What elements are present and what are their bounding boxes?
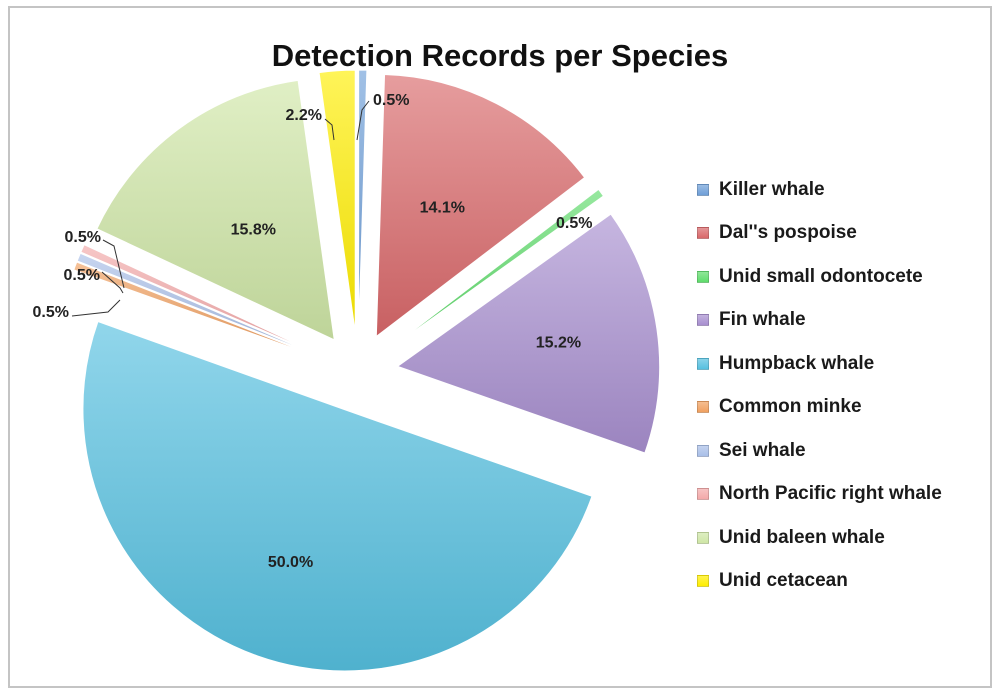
legend-swatch bbox=[697, 357, 709, 370]
pie-slice-sei-whale bbox=[76, 252, 322, 358]
legend-item-unid-baleen-whale: Unid baleen whale bbox=[697, 516, 942, 560]
legend-item-humpback-whale: Humpback whale bbox=[697, 342, 942, 386]
legend: Killer whale Dal''s pospoise Unid small od… bbox=[697, 168, 942, 603]
legend-label: Unid small odontocete bbox=[719, 265, 923, 287]
leader-line-north-pacific-right-whale bbox=[102, 239, 125, 289]
legend-item-north-pacific-right-whale: North Pacific right whale bbox=[697, 473, 942, 517]
chart-title: Detection Records per Species bbox=[271, 38, 729, 73]
legend-item-sei-whale: Sei whale bbox=[697, 429, 942, 473]
legend-label: Dal''s pospoise bbox=[719, 222, 857, 244]
data-label-fin-whale: 15.2% bbox=[536, 335, 581, 352]
pie-slice-killer-whale bbox=[358, 69, 368, 333]
legend-label: Common minke bbox=[719, 396, 862, 418]
data-label-unid-cetacean: 2.2% bbox=[286, 107, 322, 124]
legend-label: Fin whale bbox=[719, 309, 806, 331]
leader-line-unid-cetacean bbox=[324, 118, 335, 141]
data-label-dal-s-pospoise: 14.1% bbox=[420, 200, 465, 217]
legend-swatch bbox=[697, 575, 709, 588]
legend-swatch bbox=[697, 401, 709, 414]
data-label-north-pacific-right-whale: 0.5% bbox=[65, 229, 101, 246]
legend-swatch bbox=[697, 444, 709, 457]
legend-item-unid-small-odontocete: Unid small odontocete bbox=[697, 255, 942, 299]
legend-label: Humpback whale bbox=[719, 352, 875, 374]
data-label-common-minke: 0.5% bbox=[33, 304, 69, 321]
legend-label: Unid baleen whale bbox=[719, 526, 885, 548]
legend-swatch bbox=[697, 314, 709, 327]
pie-slice-unid-small-odontocete bbox=[389, 188, 605, 349]
data-label-humpback-whale: 50.0% bbox=[268, 554, 313, 571]
pie-slice-dal-s-pospoise bbox=[375, 74, 586, 338]
legend-item-dal-s-pospoise: Dal''s pospoise bbox=[697, 212, 942, 256]
legend-item-common-minke: Common minke bbox=[697, 386, 942, 430]
legend-item-killer-whale: Killer whale bbox=[697, 168, 942, 212]
legend-item-fin-whale: Fin whale bbox=[697, 299, 942, 343]
legend-swatch bbox=[697, 488, 709, 501]
data-label-unid-baleen-whale: 15.8% bbox=[231, 221, 276, 238]
leader-line-common-minke bbox=[71, 299, 121, 317]
legend-label: Unid cetacean bbox=[719, 570, 848, 592]
legend-label: Killer whale bbox=[719, 178, 825, 200]
legend-label: North Pacific right whale bbox=[719, 483, 942, 505]
legend-swatch bbox=[697, 531, 709, 544]
leader-line-killer-whale bbox=[356, 100, 370, 141]
pie-slice-fin-whale bbox=[396, 213, 661, 454]
legend-swatch bbox=[697, 183, 709, 196]
legend-swatch bbox=[697, 270, 709, 283]
data-label-unid-small-odontocete: 0.5% bbox=[556, 215, 592, 232]
pie-slice-unid-baleen-whale bbox=[96, 79, 335, 341]
legend-swatch bbox=[697, 227, 709, 240]
leader-line-sei-whale bbox=[101, 271, 124, 294]
legend-item-unid-cetacean: Unid cetacean bbox=[697, 560, 942, 604]
data-label-sei-whale: 0.5% bbox=[64, 267, 100, 284]
pie-slice-unid-cetacean bbox=[318, 69, 356, 333]
pie-slice-common-minke bbox=[73, 261, 321, 359]
data-label-killer-whale: 0.5% bbox=[373, 92, 409, 109]
legend-label: Sei whale bbox=[719, 439, 806, 461]
pie-slice-north-pacific-right-whale bbox=[80, 243, 322, 357]
pie-slice-humpback-whale bbox=[82, 320, 593, 672]
